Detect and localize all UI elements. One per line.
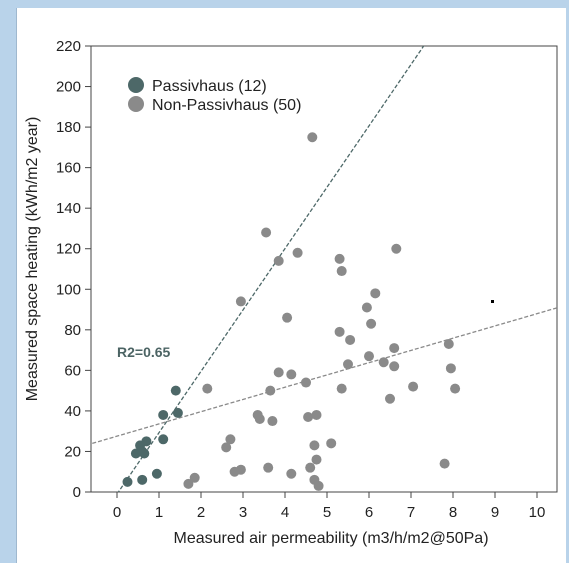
trendline-non-passivhaus bbox=[91, 307, 557, 445]
non-passivhaus-point bbox=[336, 266, 347, 277]
non-passivhaus-point bbox=[265, 385, 276, 396]
passivhaus-point bbox=[137, 446, 148, 457]
non-passivhaus-point bbox=[408, 381, 419, 392]
non-passivhaus-point bbox=[286, 468, 297, 479]
x-tick-label: 7 bbox=[407, 504, 415, 521]
y-tick-label: 180 bbox=[56, 119, 81, 136]
non-passivhaus-point bbox=[370, 288, 381, 299]
legend-marker bbox=[128, 77, 144, 93]
non-passivhaus-point bbox=[445, 363, 456, 374]
non-passivhaus-point bbox=[286, 369, 297, 380]
passivhaus-point bbox=[151, 468, 162, 479]
legend-label: Non-Passivhaus (50) bbox=[152, 97, 301, 114]
non-passivhaus-point bbox=[305, 462, 316, 473]
non-passivhaus-point bbox=[391, 243, 402, 254]
legend-marker bbox=[128, 96, 144, 112]
non-passivhaus-point bbox=[336, 383, 347, 394]
non-passivhaus-point bbox=[235, 464, 246, 475]
passivhaus-point bbox=[170, 385, 181, 396]
y-tick-label: 100 bbox=[56, 281, 81, 298]
trendline-passivhaus bbox=[117, 46, 425, 492]
non-passivhaus-point bbox=[273, 255, 284, 266]
non-passivhaus-point bbox=[334, 326, 345, 337]
non-passivhaus-point bbox=[202, 383, 213, 394]
x-tick-label: 4 bbox=[281, 504, 289, 521]
non-passivhaus-point bbox=[301, 377, 311, 388]
non-passivhaus-point bbox=[443, 339, 454, 350]
passivhaus-point bbox=[158, 409, 169, 420]
non-passivhaus-point bbox=[366, 318, 377, 329]
r2-annotation: R2=0.65 bbox=[117, 344, 171, 360]
non-passivhaus-point bbox=[439, 458, 450, 469]
non-passivhaus-point bbox=[254, 414, 265, 425]
y-tick-label: 140 bbox=[56, 200, 81, 217]
plot-area-border bbox=[90, 45, 558, 493]
x-tick-label: 9 bbox=[491, 504, 499, 521]
x-tick-label: 0 bbox=[113, 504, 121, 521]
non-passivhaus-point bbox=[364, 351, 374, 362]
non-passivhaus-point bbox=[292, 247, 303, 258]
non-passivhaus-point bbox=[307, 132, 318, 143]
passivhaus-point bbox=[141, 436, 152, 447]
x-tick-label: 2 bbox=[197, 504, 205, 521]
legend-label: Passivhaus (12) bbox=[152, 78, 267, 95]
non-passivhaus-point bbox=[345, 334, 356, 345]
passivhaus-point bbox=[172, 407, 183, 418]
y-tick-label: 160 bbox=[56, 160, 81, 177]
y-axis-title: Measured space heating (kWh/m2 year) bbox=[24, 117, 41, 402]
y-tick-label: 220 bbox=[56, 38, 81, 55]
x-tick-label: 3 bbox=[239, 504, 247, 521]
non-passivhaus-point bbox=[326, 438, 337, 449]
non-passivhaus-point bbox=[303, 411, 314, 422]
passivhaus-point bbox=[158, 434, 169, 445]
non-passivhaus-point bbox=[334, 253, 345, 264]
x-tick-label: 6 bbox=[365, 504, 373, 521]
non-passivhaus-point bbox=[313, 480, 324, 491]
non-passivhaus-point bbox=[221, 442, 232, 453]
non-passivhaus-point bbox=[183, 478, 194, 489]
y-tick-label: 0 bbox=[73, 484, 81, 501]
non-passivhaus-point bbox=[343, 359, 353, 370]
y-tick-label: 60 bbox=[64, 362, 81, 379]
non-passivhaus-point bbox=[235, 296, 246, 307]
y-tick-label: 20 bbox=[64, 443, 81, 460]
x-tick-label: 1 bbox=[155, 504, 163, 521]
non-passivhaus-point bbox=[309, 440, 320, 451]
non-passivhaus-point bbox=[450, 383, 461, 394]
non-passivhaus-point bbox=[282, 312, 293, 323]
non-passivhaus-point bbox=[311, 454, 322, 465]
non-passivhaus-point bbox=[189, 472, 200, 483]
passivhaus-point bbox=[137, 474, 148, 485]
passivhaus-point bbox=[122, 476, 133, 487]
non-passivhaus-point bbox=[311, 409, 322, 420]
x-tick-label: 5 bbox=[323, 504, 331, 521]
x-tick-label: 10 bbox=[529, 504, 546, 521]
non-passivhaus-point bbox=[263, 462, 274, 473]
non-passivhaus-point bbox=[385, 393, 395, 404]
non-passivhaus-point bbox=[378, 357, 389, 368]
x-tick-label: 8 bbox=[449, 504, 457, 521]
stray-dot bbox=[491, 300, 494, 303]
non-passivhaus-point bbox=[273, 367, 284, 378]
non-passivhaus-point bbox=[361, 302, 372, 313]
non-passivhaus-point bbox=[389, 343, 400, 354]
y-tick-label: 80 bbox=[64, 322, 81, 339]
non-passivhaus-point bbox=[267, 416, 278, 427]
non-passivhaus-point bbox=[389, 361, 400, 372]
x-axis-title: Measured air permeability (m3/h/m2@50Pa) bbox=[173, 530, 488, 547]
non-passivhaus-point bbox=[225, 434, 236, 445]
y-tick-label: 120 bbox=[56, 241, 81, 258]
y-tick-label: 40 bbox=[64, 403, 81, 420]
non-passivhaus-point bbox=[261, 227, 272, 238]
y-tick-label: 200 bbox=[56, 79, 81, 96]
